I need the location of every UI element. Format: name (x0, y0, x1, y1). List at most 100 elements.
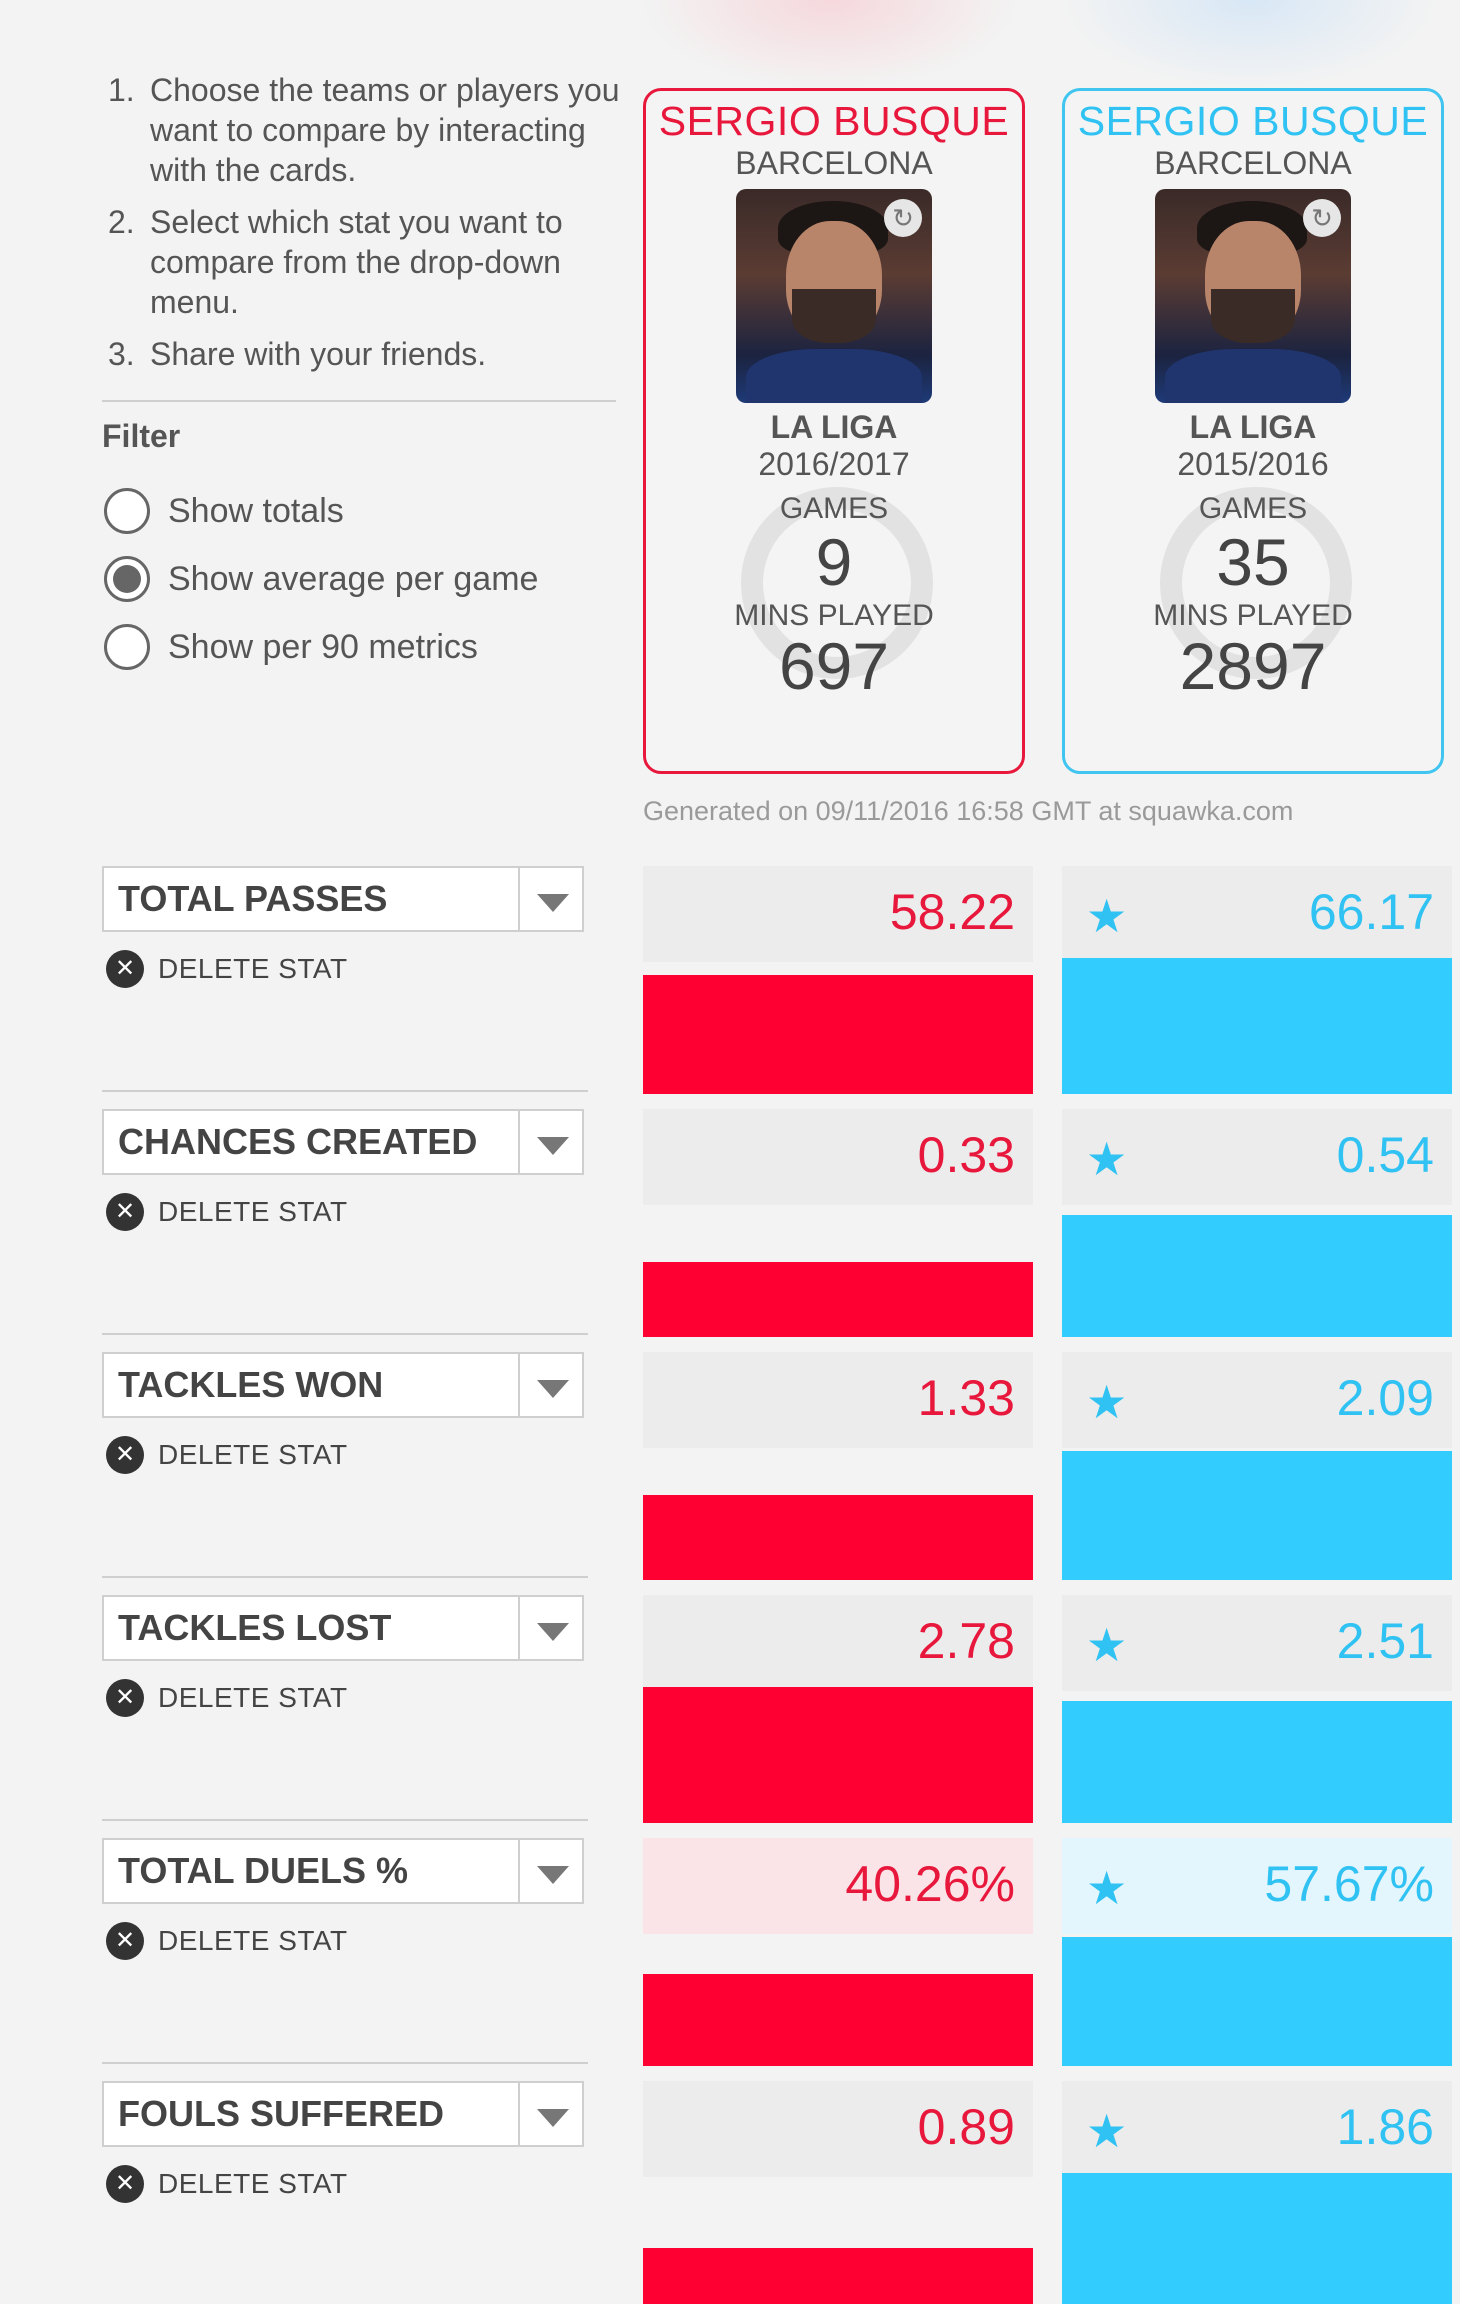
stat-select[interactable]: TACKLES LOST (102, 1595, 584, 1661)
divider (102, 1090, 588, 1092)
games-label: GAMES (1198, 492, 1308, 525)
left-bar (643, 1974, 1033, 2066)
delete-stat-button[interactable]: ✕ DELETE STAT (106, 1922, 348, 1960)
stat-select[interactable]: FOULS SUFFERED (102, 2081, 584, 2147)
player-photo: ↻ (1155, 189, 1351, 403)
stat-row: TOTAL PASSES ✕ DELETE STAT 58.22 ★ 66.17 (0, 866, 1460, 1110)
left-value: 58.22 (889, 884, 1015, 940)
stat-select-label: FOULS SUFFERED (118, 2093, 445, 2134)
mins-label: MINS PLAYED (1153, 599, 1353, 632)
star-icon: ★ (1086, 1862, 1128, 1914)
divider (102, 400, 616, 402)
delete-stat-button[interactable]: ✕ DELETE STAT (106, 1193, 348, 1231)
club-name: BARCELONA (735, 145, 933, 181)
delete-stat-label: DELETE STAT (158, 2168, 348, 2199)
star-icon: ★ (1086, 1376, 1128, 1428)
divider (102, 1576, 588, 1578)
right-bar (1062, 1451, 1452, 1580)
delete-icon: ✕ (106, 1193, 144, 1231)
radio-button-checked[interactable] (104, 556, 150, 602)
right-value-box: ★ 1.86 (1062, 2081, 1452, 2177)
stat-row: TACKLES WON ✕ DELETE STAT 1.33 ★ 2.09 (0, 1352, 1460, 1596)
chevron-down-icon[interactable] (518, 1354, 582, 1416)
player-card-right[interactable]: SERGIO BUSQUE BARCELONA ↻ LA LIGA 2015/2… (1062, 88, 1444, 774)
instruction-number: 3. (108, 336, 135, 372)
player-name: SERGIO BUSQUE (1077, 98, 1429, 144)
star-icon: ★ (1086, 890, 1128, 942)
right-value: 2.09 (1336, 1370, 1434, 1426)
instruction-number: 2. (108, 204, 135, 240)
chevron-down-icon[interactable] (518, 868, 582, 930)
season: 2015/2016 (1177, 446, 1329, 482)
filter-option-totals[interactable]: Show totals (104, 488, 344, 534)
delete-icon: ✕ (106, 950, 144, 988)
right-bar (1062, 2173, 1452, 2304)
stat-select[interactable]: TACKLES WON (102, 1352, 584, 1418)
right-value: 0.54 (1336, 1127, 1434, 1183)
left-value-box: 40.26% (643, 1838, 1033, 1934)
radio-button[interactable] (104, 624, 150, 670)
left-value: 0.33 (917, 1127, 1015, 1183)
right-value: 1.86 (1336, 2099, 1434, 2155)
chevron-down-icon[interactable] (518, 1111, 582, 1173)
season: 2016/2017 (758, 446, 910, 482)
stat-select-label: TOTAL DUELS % (118, 1850, 409, 1891)
delete-stat-label: DELETE STAT (158, 953, 348, 984)
divider (102, 1819, 588, 1821)
delete-stat-label: DELETE STAT (158, 1925, 348, 1956)
left-value-box: 58.22 (643, 866, 1033, 962)
delete-stat-label: DELETE STAT (158, 1439, 348, 1470)
player-card-left[interactable]: SERGIO BUSQUE BARCELONA ↻ LA LIGA 2016/2… (643, 88, 1025, 774)
games-value: 35 (1216, 525, 1290, 599)
radio-button[interactable] (104, 488, 150, 534)
games-label: GAMES (779, 492, 889, 525)
left-bar (643, 1495, 1033, 1580)
left-bar (643, 2248, 1033, 2304)
delete-stat-button[interactable]: ✕ DELETE STAT (106, 2165, 348, 2203)
filter-option-per90[interactable]: Show per 90 metrics (104, 624, 478, 670)
radio-label: Show per 90 metrics (168, 627, 478, 666)
right-bar (1062, 1701, 1452, 1823)
left-value: 2.78 (917, 1613, 1015, 1669)
left-bar (643, 975, 1033, 1094)
chevron-down-icon[interactable] (518, 1597, 582, 1659)
delete-stat-button[interactable]: ✕ DELETE STAT (106, 1679, 348, 1717)
league-name: LA LIGA (770, 409, 898, 445)
right-value: 57.67% (1264, 1856, 1434, 1912)
swap-icon[interactable]: ↻ (884, 199, 922, 237)
swap-icon[interactable]: ↻ (1303, 199, 1341, 237)
stat-select[interactable]: CHANCES CREATED (102, 1109, 584, 1175)
left-bar (643, 1687, 1033, 1823)
delete-stat-button[interactable]: ✕ DELETE STAT (106, 1436, 348, 1474)
delete-icon: ✕ (106, 1679, 144, 1717)
stat-select[interactable]: TOTAL DUELS % (102, 1838, 584, 1904)
delete-stat-button[interactable]: ✕ DELETE STAT (106, 950, 348, 988)
filter-title: Filter (102, 418, 181, 454)
instruction-item: 1. Choose the teams or players you want t… (108, 70, 628, 190)
stat-select-label: TACKLES LOST (118, 1607, 392, 1648)
stat-row: TOTAL DUELS % ✕ DELETE STAT 40.26% ★ 57.6… (0, 1838, 1460, 2082)
stat-select-label: TACKLES WON (118, 1364, 384, 1405)
instruction-item: 2. Select which stat you want to compare … (108, 202, 628, 322)
instruction-text: Select which stat you want to compare fr… (150, 204, 563, 320)
stat-select[interactable]: TOTAL PASSES (102, 866, 584, 932)
right-bar (1062, 958, 1452, 1094)
left-value-box: 0.89 (643, 2081, 1033, 2177)
games-value: 9 (815, 525, 853, 599)
filter-option-average[interactable]: Show average per game (104, 556, 538, 602)
stat-row: FOULS SUFFERED ✕ DELETE STAT 0.89 ★ 1.86 (0, 2081, 1460, 2304)
divider (102, 2062, 588, 2064)
mins-value: 697 (778, 629, 890, 703)
radio-label: Show average per game (168, 559, 539, 598)
left-value: 1.33 (917, 1370, 1015, 1426)
player-photo: ↻ (736, 189, 932, 403)
instructions-list: 1. Choose the teams or players you want t… (108, 70, 628, 386)
chevron-down-icon[interactable] (518, 2083, 582, 2145)
star-icon: ★ (1086, 1619, 1128, 1671)
delete-icon: ✕ (106, 1436, 144, 1474)
player-name: SERGIO BUSQUE (658, 98, 1010, 144)
stat-row: TACKLES LOST ✕ DELETE STAT 2.78 ★ 2.51 (0, 1595, 1460, 1839)
chevron-down-icon[interactable] (518, 1840, 582, 1902)
instruction-number: 1. (108, 72, 135, 108)
left-value-box: 0.33 (643, 1109, 1033, 1205)
